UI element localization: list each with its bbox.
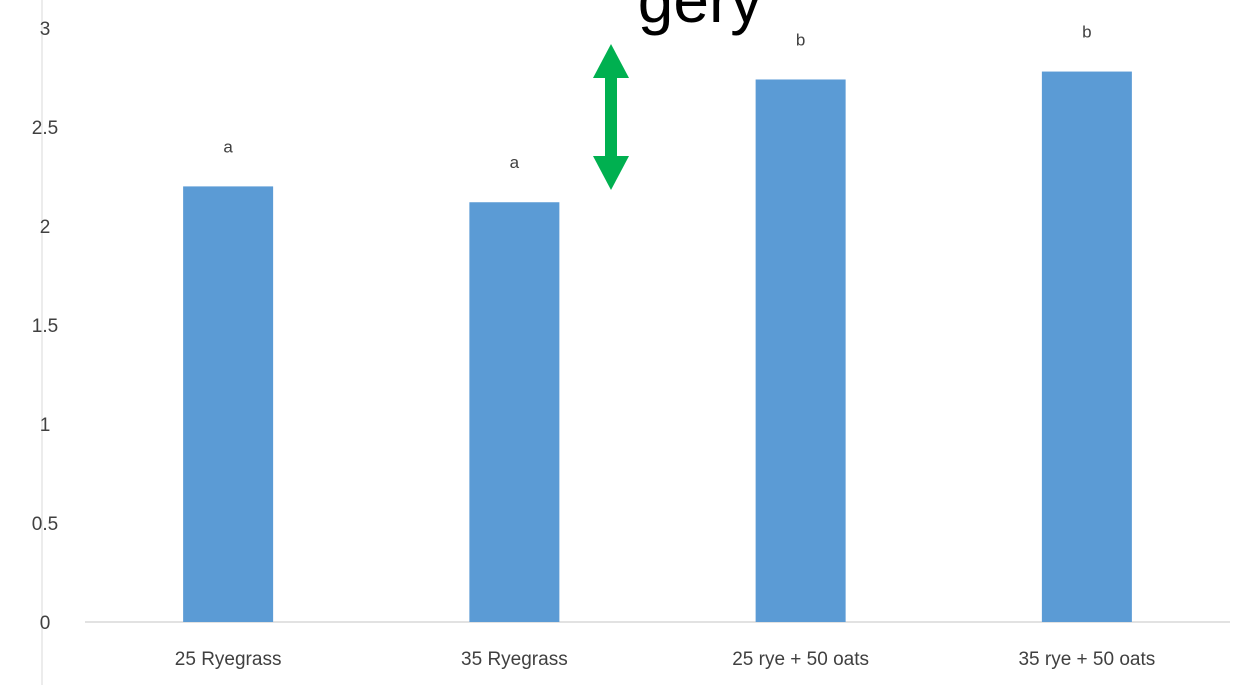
bar	[469, 202, 560, 623]
y-tick-label: 0.5	[32, 514, 58, 535]
y-axis-ticks: 0 0.5 1 1.5 2 2.5 3	[32, 19, 58, 634]
data-label: b	[1082, 23, 1091, 42]
bar	[1041, 71, 1132, 622]
x-category-label: 25 rye + 50 oats	[732, 649, 869, 670]
data-label: a	[510, 153, 520, 172]
y-tick-label: 2	[40, 217, 51, 238]
y-tick-label: 1.5	[32, 316, 58, 337]
x-category-label: 35 rye + 50 oats	[1018, 649, 1155, 670]
y-tick-label: 2.5	[32, 118, 58, 139]
arrow-head-up	[593, 44, 629, 78]
x-category-label: 25 Ryegrass	[175, 649, 282, 670]
y-tick-label: 0	[40, 613, 51, 634]
data-label: a	[223, 137, 233, 156]
y-tick-label: 1	[40, 415, 51, 436]
arrow-shaft	[605, 76, 617, 158]
chart-title-fragment: gery	[638, 0, 763, 36]
bars	[183, 71, 1132, 623]
bar	[183, 186, 274, 622]
arrow-head-down	[593, 156, 629, 190]
green-double-arrow-annotation	[593, 44, 629, 190]
category-labels: 25 Ryegrass 35 Ryegrass 25 rye + 50 oats 35…	[175, 649, 1155, 670]
y-tick-label: 3	[40, 19, 51, 40]
x-category-label: 35 Ryegrass	[461, 649, 568, 670]
bar	[755, 79, 846, 623]
data-label: b	[796, 30, 805, 49]
data-labels: a a b b	[223, 23, 1091, 173]
